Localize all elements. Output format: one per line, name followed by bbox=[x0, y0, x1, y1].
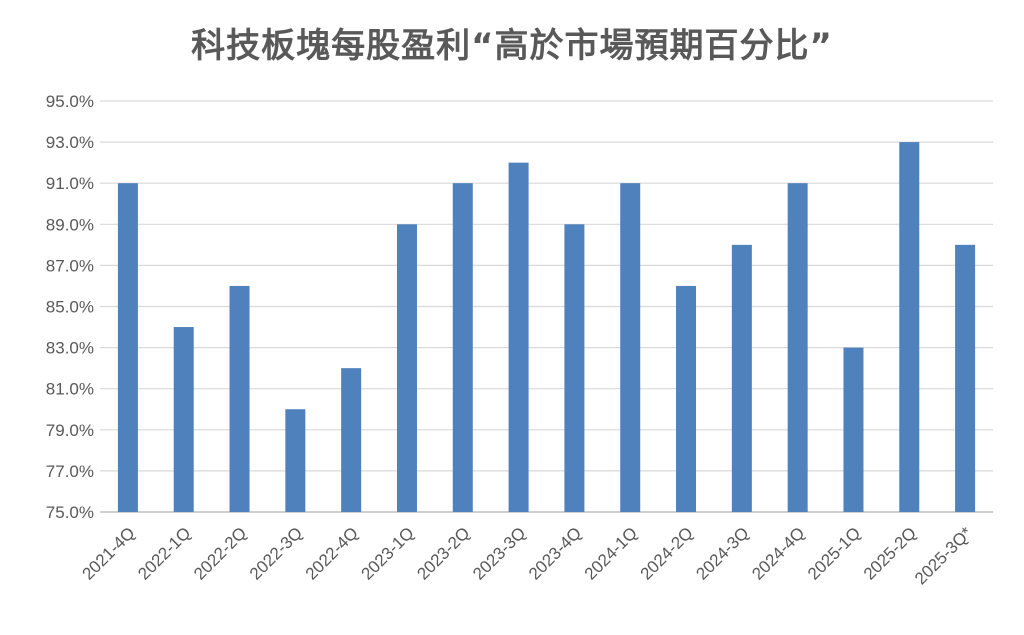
x-tick-label: 2023-2Q bbox=[413, 523, 473, 583]
bar bbox=[341, 368, 362, 512]
x-tick-label: 2024-1Q bbox=[581, 523, 641, 583]
y-tick-label: 95.0% bbox=[46, 92, 94, 111]
x-tick-label: 2025-1Q bbox=[804, 523, 864, 583]
x-tick-label: 2024-4Q bbox=[748, 523, 808, 583]
x-tick-label: 2022-3Q bbox=[246, 523, 306, 583]
bar bbox=[173, 327, 194, 512]
bar bbox=[285, 409, 306, 512]
bar bbox=[676, 285, 697, 512]
x-tick-label: 2021-4Q bbox=[79, 523, 139, 583]
bar bbox=[229, 285, 250, 512]
bar bbox=[731, 244, 752, 512]
y-tick-label: 81.0% bbox=[46, 380, 94, 399]
x-tick-label: 2023-3Q bbox=[469, 523, 529, 583]
y-tick-label: 77.0% bbox=[46, 462, 94, 481]
x-tick-label: 2022-2Q bbox=[190, 523, 250, 583]
bar bbox=[564, 224, 585, 513]
bar bbox=[396, 224, 417, 513]
y-tick-label: 91.0% bbox=[46, 174, 94, 193]
x-tick-label: 2024-2Q bbox=[637, 523, 697, 583]
bar bbox=[955, 244, 976, 512]
bar bbox=[787, 183, 808, 512]
bar bbox=[508, 162, 529, 512]
bar bbox=[899, 142, 920, 512]
x-tick-label: 2025-3Q* bbox=[911, 523, 976, 588]
y-tick-label: 79.0% bbox=[46, 421, 94, 440]
y-tick-label: 83.0% bbox=[46, 339, 94, 358]
x-tick-label: 2024-3Q bbox=[692, 523, 752, 583]
bar bbox=[452, 183, 473, 512]
y-tick-label: 93.0% bbox=[46, 133, 94, 152]
x-tick-label: 2023-4Q bbox=[525, 523, 585, 583]
chart-title: 科技板塊每股盈利“高於市場預期百分比” bbox=[191, 26, 833, 66]
y-tick-label: 85.0% bbox=[46, 298, 94, 317]
x-tick-label: 2022-1Q bbox=[134, 523, 194, 583]
y-tick-label: 87.0% bbox=[46, 256, 94, 275]
y-tick-label: 75.0% bbox=[46, 503, 94, 522]
x-tick-label: 2022-4Q bbox=[302, 523, 362, 583]
x-tick-label: 2023-1Q bbox=[358, 523, 418, 583]
bar bbox=[620, 183, 641, 512]
bar bbox=[843, 347, 864, 512]
bar bbox=[117, 183, 138, 512]
y-tick-label: 89.0% bbox=[46, 215, 94, 234]
